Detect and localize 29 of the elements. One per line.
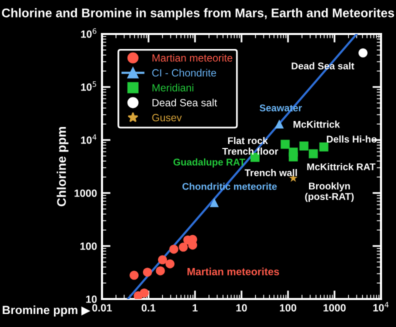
y-tick-label: 10 [86, 296, 97, 303]
x-tick-label: 0.1 [142, 304, 156, 312]
legend-label: CI - Chondrite [152, 68, 216, 77]
x-axis-title: Bromine ppm ▶ [2, 305, 90, 316]
legend-label: Meridiani [152, 84, 194, 92]
legend-label: Dead Sea salt [152, 98, 218, 106]
x-tick-label: 1 [192, 304, 198, 312]
data-label: McKittrick RAT [307, 163, 376, 170]
legend-label: Gusev [152, 114, 182, 122]
data-label: Brooklyn (post-RAT) [305, 182, 354, 202]
chart-title: Chlorine and Bromine in samples from Mars, Earth and Meteorites [2, 8, 394, 20]
legend-label: Martian meteorite [152, 54, 232, 62]
x-tick-label: 10 [236, 304, 247, 312]
annotation: Martian meteorites [188, 268, 280, 276]
y-tick-label: 10$^{4}$ [81, 134, 96, 144]
x-tick-label: 1000 [324, 304, 346, 312]
data-label: Guadalupe RAT [173, 158, 246, 168]
y-axis-title: Chlorine ppm [56, 126, 68, 206]
y-tick-label: 1000 [74, 190, 97, 197]
x-tick-label: 10$^{4}$ [373, 302, 389, 312]
x-tick-label: 0.01 [92, 304, 112, 312]
x-tick-label: 100 [280, 304, 296, 312]
data-label: Trench wall [244, 169, 297, 176]
y-tick-label: 100 [80, 242, 97, 250]
data-label: McKittrick [294, 120, 340, 128]
data-label: Dells Hi-ho [326, 135, 377, 143]
data-label: Trench floor [222, 148, 278, 155]
y-tick-label: 10$^{5}$ [81, 81, 96, 91]
y-tick-label: 10$^{6}$ [81, 28, 96, 38]
